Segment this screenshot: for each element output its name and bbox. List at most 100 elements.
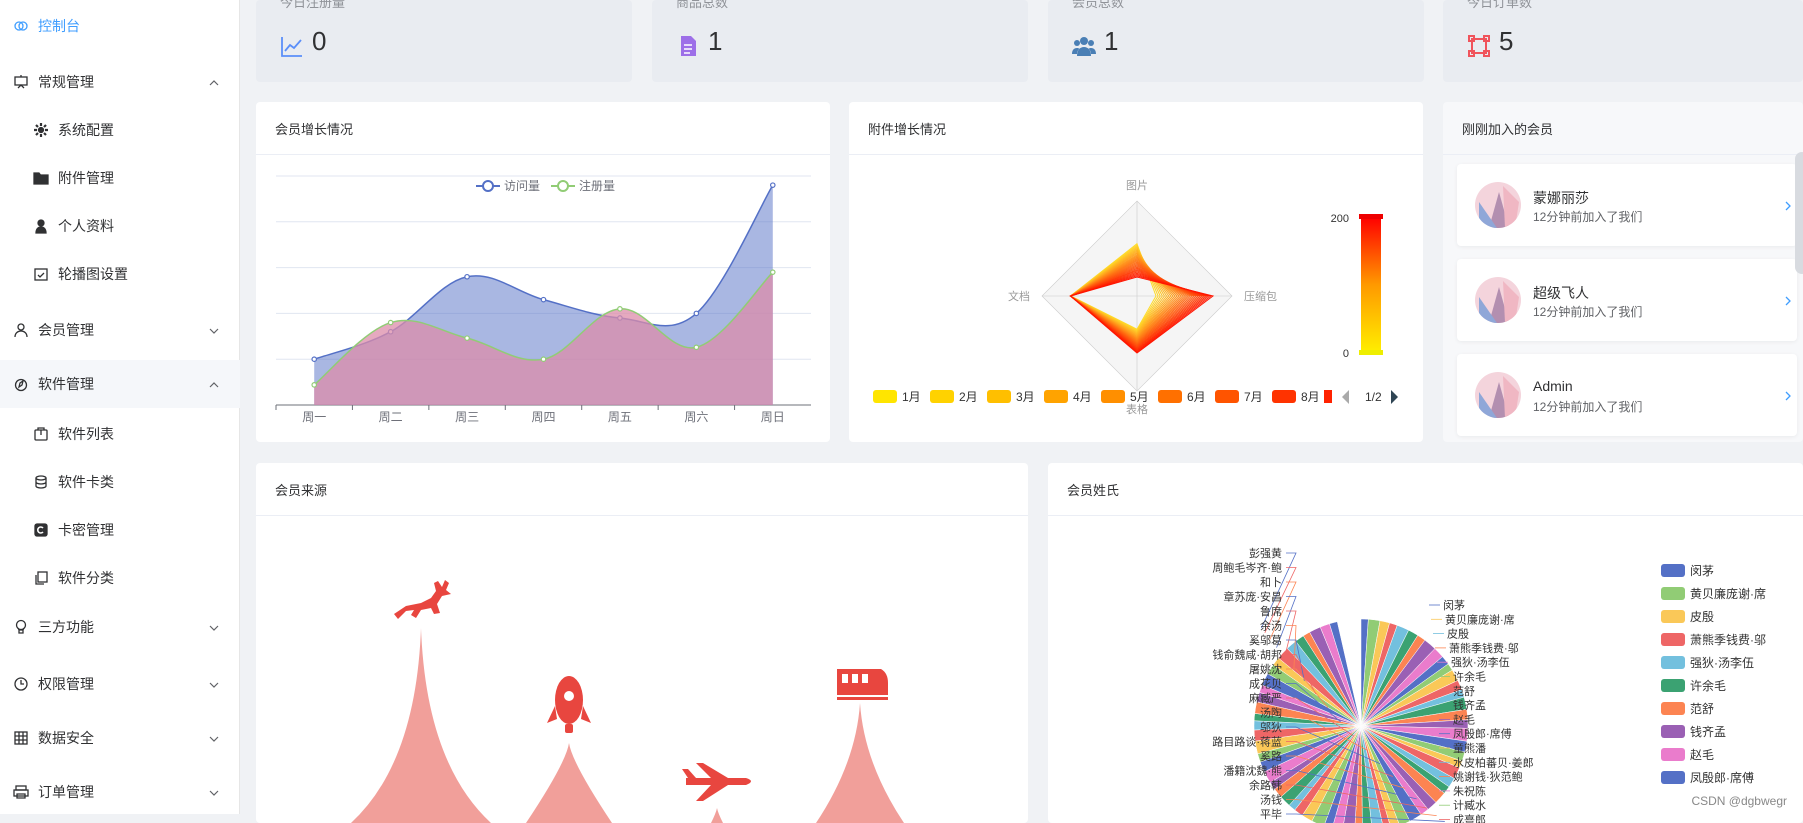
sidebar-item-14[interactable]: 权限管理 <box>0 660 240 708</box>
avatar <box>1475 372 1521 418</box>
chevron-right-icon[interactable] <box>1783 294 1793 306</box>
legend-label: 7月 <box>1244 390 1263 404</box>
legend-item: 5月 <box>1101 390 1149 404</box>
pie-label: 麻臧严 <box>1249 691 1282 705</box>
pie-label: 钱齐孟 <box>1453 698 1486 712</box>
x-tick-label: 周四 <box>531 410 555 424</box>
visual-map-bar <box>1361 217 1381 352</box>
sidebar-item-16[interactable]: 订单管理 <box>0 768 240 816</box>
legend-prev-icon <box>1342 390 1349 404</box>
avatar <box>1475 277 1521 323</box>
legend-item: 钱齐孟 <box>1661 724 1726 739</box>
legend-label: 注册量 <box>579 178 615 193</box>
sidebar-item-11[interactable]: 卡密管理 <box>0 506 240 554</box>
stat-card: 商品总数 1 <box>652 0 1028 82</box>
sidebar-item-2[interactable]: 常规管理 <box>0 58 240 106</box>
sidebar-item-4[interactable]: 附件管理 <box>0 154 240 202</box>
rocket-icon <box>547 676 591 733</box>
chevron-down-icon <box>208 678 220 690</box>
sidebar-item-label: 软件列表 <box>58 424 114 444</box>
data-point <box>694 311 698 315</box>
pie-label: 许余毛 <box>1453 670 1486 684</box>
data-point <box>541 357 545 361</box>
pie-label: 童熊潘 <box>1453 741 1486 755</box>
picture-icon <box>32 265 50 283</box>
peak-bar <box>526 743 612 823</box>
avatar <box>1475 182 1521 228</box>
data-point <box>312 357 316 361</box>
stat-label: 商品总数 <box>676 0 728 11</box>
pie-label: 和卜 <box>1260 576 1282 589</box>
sidebar-item-8[interactable]: 软件管理 <box>0 360 240 408</box>
radar-indicator-label: 文档 <box>1008 289 1030 303</box>
sidebar-item-7[interactable]: 会员管理 <box>0 306 240 354</box>
pie-label: 鲁席 <box>1260 604 1282 618</box>
legend-item: 注册量 <box>551 178 615 193</box>
x-tick-label: 周一 <box>302 410 326 424</box>
member-source-panel: 会员来源 <box>256 463 1028 823</box>
sidebar-item-label: 附件管理 <box>58 168 114 188</box>
pie-label: 成花贝 <box>1249 678 1282 691</box>
sidebar-item-1[interactable]: 控制台 <box>0 2 240 50</box>
user-outline-icon <box>12 321 30 339</box>
sidebar-item-12[interactable]: 软件分类 <box>0 554 240 602</box>
legend-item: 强狄·汤李伍 <box>1661 655 1754 670</box>
member-joined-time: 12分钟前加入了我们 <box>1533 303 1642 320</box>
x-tick-label: 周二 <box>379 410 403 424</box>
legend-label: 访问量 <box>504 179 540 193</box>
pie-label: 成熹郎 <box>1453 813 1486 823</box>
stat-value: 1 <box>708 26 722 57</box>
sidebar-item-9[interactable]: 软件列表 <box>0 410 240 458</box>
legend-label: 萧熊季钱费·邬 <box>1690 632 1766 647</box>
sidebar-item-15[interactable]: 数据安全 <box>0 714 240 762</box>
panel-title: 刚刚加入的会员 <box>1462 119 1553 138</box>
chevron-down-icon <box>208 621 220 633</box>
chevron-up-icon <box>208 378 220 390</box>
watermark: CSDN @dgbwegr <box>1691 794 1787 808</box>
sidebar-item-5[interactable]: 个人资料 <box>0 202 240 250</box>
grid-icon <box>12 729 30 747</box>
peak-bar <box>816 703 904 823</box>
x-tick-label: 周五 <box>608 410 632 424</box>
pie-label: 屠姚沈 <box>1249 662 1282 676</box>
chevron-right-icon[interactable] <box>1783 199 1793 211</box>
stat-value: 5 <box>1499 26 1513 57</box>
document-icon <box>676 34 700 58</box>
pie-label: 强狄·汤李伍 <box>1451 655 1510 669</box>
peak-bar <box>351 628 491 823</box>
legend-item: 2月 <box>930 390 978 404</box>
sidebar-item-10[interactable]: 软件卡类 <box>0 458 240 506</box>
legend-item: 凤殷郎·席傅 <box>1661 770 1754 785</box>
frame-icon <box>1467 34 1491 58</box>
sidebar-item-3[interactable]: 系统配置 <box>0 106 240 154</box>
sidebar-item-6[interactable]: 轮播图设置 <box>0 250 240 298</box>
sidebar-item-label: 三方功能 <box>38 617 94 637</box>
member-joined-time: 12分钟前加入了我们 <box>1533 398 1642 415</box>
legend-item: 皮殷 <box>1661 610 1714 624</box>
legend-label: 强狄·汤李伍 <box>1690 655 1754 670</box>
legend-label: 黄贝廉庞谢·席 <box>1690 586 1766 601</box>
pie-label: 赵毛 <box>1453 712 1475 726</box>
pie-label: 钱俞魏咸·胡邦 <box>1212 648 1282 662</box>
legend-label: 5月 <box>1130 390 1149 404</box>
visual-map-max: 200 <box>1331 213 1349 225</box>
data-point <box>388 320 392 324</box>
x-tick-label: 周六 <box>684 410 708 424</box>
member-surname-panel: 会员姓氏 彭强黄周鲍毛岑齐·鲍和卜章苏庞·安昌鲁席余汤奚邬葛钱俞魏咸·胡邦屠姚沈… <box>1048 463 1803 823</box>
sidebar-item-label: 控制台 <box>38 16 80 36</box>
scroll-handle[interactable] <box>1795 152 1803 274</box>
chevron-right-icon[interactable] <box>1783 389 1793 401</box>
legend-item: 4月 <box>1044 390 1092 404</box>
data-point <box>771 270 775 274</box>
chevron-up-icon <box>208 76 220 88</box>
chevron-down-icon <box>208 786 220 798</box>
sidebar-item-13[interactable]: 三方功能 <box>0 603 240 651</box>
legend-item: 3月 <box>987 390 1035 404</box>
pie-label: 余汤 <box>1260 619 1282 633</box>
